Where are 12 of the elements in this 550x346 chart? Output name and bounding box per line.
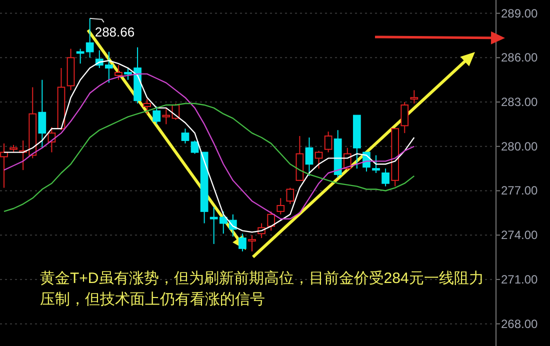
y-tick-label: 277.00 — [501, 184, 538, 198]
annotation: 黄金T+D虽有涨势，但为刷新前期高位，目前金价受284元一线阻力压制，但技术面上仍有看涨的信号 — [40, 269, 485, 310]
candlestick — [38, 79, 46, 148]
y-tick-label: 268.00 — [501, 316, 538, 331]
candlestick — [305, 137, 314, 176]
y-tick-label: 283.00 — [501, 95, 538, 110]
y-tick-label: 286.00 — [501, 50, 538, 65]
annotation: 288.66 — [94, 24, 135, 40]
y-tick-label: 289.00 — [501, 6, 538, 20]
y-tick-label: 274.00 — [501, 228, 538, 242]
y-tick-label: 271.00 — [501, 272, 538, 286]
y-tick-label: 280.00 — [501, 139, 538, 154]
